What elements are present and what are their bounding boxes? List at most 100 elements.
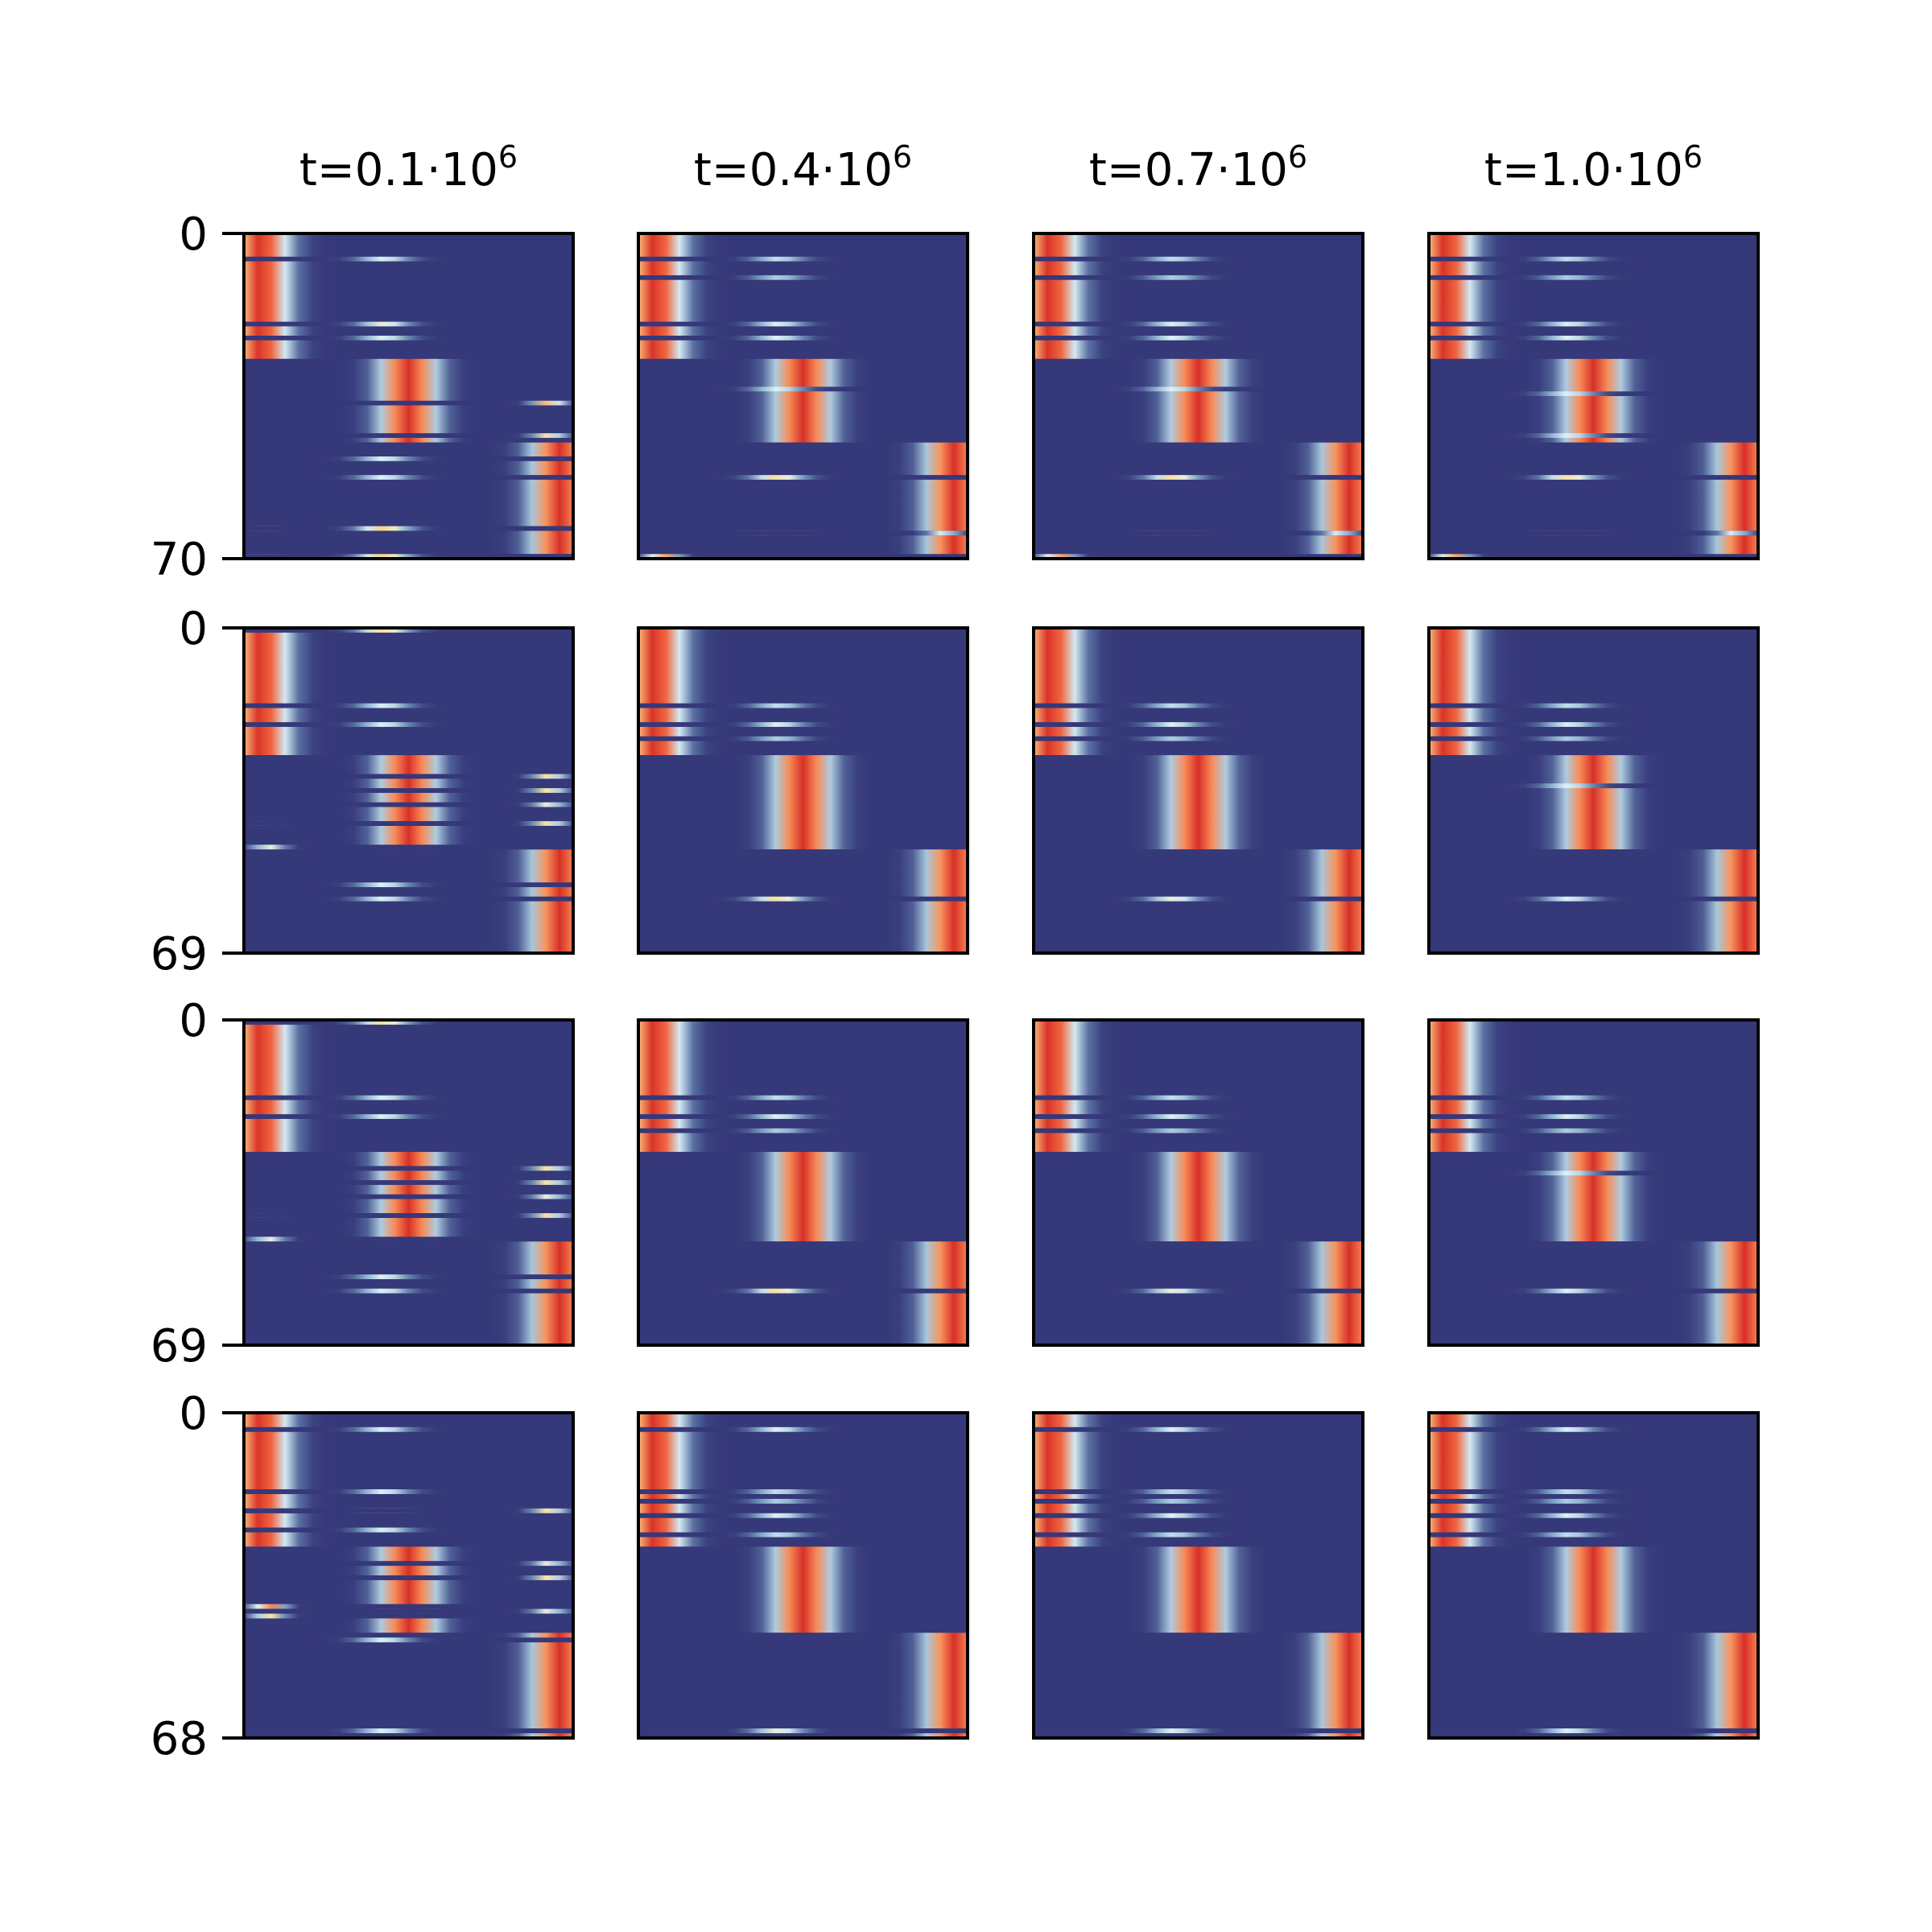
stripe-2: [638, 722, 968, 727]
stripe-4: [1034, 335, 1363, 341]
stripe-3: [638, 1498, 968, 1504]
stripe-10: [244, 1274, 573, 1280]
stripe-3: [1034, 321, 1363, 327]
stripe-1: [638, 1426, 968, 1432]
band-block-3: [1429, 442, 1758, 559]
y-tick-label-top-row-2: 0: [179, 603, 208, 655]
band-block-2: [1429, 1151, 1758, 1242]
stripe-1: [1034, 256, 1363, 262]
stripe-13: [244, 1728, 573, 1734]
panel-frame: [1032, 1411, 1364, 1740]
stripe-12: [244, 1637, 573, 1643]
stripe-10: [244, 1608, 573, 1614]
stripe-3: [1429, 736, 1758, 741]
stripe-8: [244, 1575, 573, 1580]
band-block-1: [638, 628, 968, 756]
band-block-2: [638, 755, 968, 850]
stripe-6: [638, 1728, 968, 1734]
stripe-2: [638, 1114, 968, 1119]
stripe-4: [1034, 1513, 1363, 1518]
stripe-6: [1429, 433, 1758, 438]
panel-frame: [1032, 626, 1364, 955]
panel-r1-c4: [1427, 232, 1760, 560]
stripe-1: [1034, 1426, 1363, 1432]
band-block-2: [1034, 1546, 1363, 1633]
stripe-6: [244, 802, 573, 807]
column-title-4: t=1.0·106: [1484, 139, 1703, 196]
stripe-5: [1034, 386, 1363, 392]
stripe-3: [1034, 1498, 1363, 1504]
stripe-1: [244, 628, 573, 633]
band-block-3: [638, 442, 968, 559]
stripe-5: [1429, 896, 1758, 902]
panel-frame: [637, 232, 969, 560]
panel-r3-c1: [242, 1018, 575, 1347]
band-block-3: [1429, 1633, 1758, 1738]
stripe-3: [1429, 1128, 1758, 1133]
panel-r3-c3: [1032, 1018, 1364, 1347]
band-block-2: [1429, 755, 1758, 850]
band-block-2: [1034, 358, 1363, 443]
stripe-5: [1034, 1532, 1363, 1538]
stripe-4: [1429, 335, 1758, 341]
stripe-9: [638, 554, 968, 559]
panel-frame: [1427, 1411, 1760, 1740]
band-block-1: [638, 1413, 968, 1547]
stripe-7: [244, 1561, 573, 1567]
band-block-3: [244, 1633, 573, 1738]
band-block-2: [638, 1546, 968, 1633]
y-tick-label-bottom-row-3: 69: [151, 1320, 208, 1373]
panel-r1-c1: [242, 232, 575, 560]
stripe-1: [638, 1095, 968, 1100]
band-block-2: [1429, 358, 1758, 443]
stripe-1: [244, 1020, 573, 1025]
band-block-2: [1429, 1546, 1758, 1633]
stripe-10: [244, 882, 573, 888]
panel-r2-c4: [1427, 626, 1760, 955]
stripe-8: [244, 1213, 573, 1218]
stripe-5: [244, 1508, 573, 1513]
stripe-4: [638, 1288, 968, 1294]
stripe-4: [1429, 783, 1758, 789]
stripe-11: [244, 1613, 573, 1619]
stripe-5: [1429, 391, 1758, 396]
stripe-4: [1034, 1288, 1363, 1294]
band-block-1: [1429, 628, 1758, 756]
stripe-6: [244, 456, 573, 461]
stripe-4: [244, 1166, 573, 1171]
band-block-2: [638, 358, 968, 443]
stripe-6: [244, 1527, 573, 1533]
stripe-3: [1429, 321, 1758, 327]
band-block-2: [1034, 755, 1363, 850]
stripe-1: [1034, 703, 1363, 708]
stripe-2: [1034, 1114, 1363, 1119]
stripe-2: [1034, 722, 1363, 727]
band-block-1: [244, 1020, 573, 1152]
stripe-2: [638, 1489, 968, 1494]
panel-frame: [637, 1018, 969, 1347]
stripe-1: [244, 1426, 573, 1432]
y-tick-label-top-row-3: 0: [179, 995, 208, 1047]
stripe-5: [244, 1180, 573, 1185]
panel-r2-c2: [637, 626, 969, 955]
panel-frame: [242, 232, 575, 560]
stripe-11: [244, 554, 573, 559]
band-block-3: [1034, 442, 1363, 559]
stripe-5: [244, 788, 573, 793]
stripe-3: [638, 1128, 968, 1133]
panel-r2-c3: [1032, 626, 1364, 955]
y-tick-label-top-row-1: 0: [179, 208, 208, 261]
stripe-1: [1429, 1095, 1758, 1100]
stripe-5: [244, 433, 573, 438]
stripe-3: [1034, 736, 1363, 741]
stripe-8: [638, 530, 968, 536]
stripe-11: [244, 1288, 573, 1294]
band-block-3: [244, 442, 573, 559]
panel-frame: [1427, 626, 1760, 955]
panel-r4-c4: [1427, 1411, 1760, 1740]
panel-frame: [637, 626, 969, 955]
panel-r1-c3: [1032, 232, 1364, 560]
stripe-9: [244, 526, 573, 531]
panel-r4-c1: [242, 1411, 575, 1740]
stripe-9: [244, 1604, 573, 1609]
